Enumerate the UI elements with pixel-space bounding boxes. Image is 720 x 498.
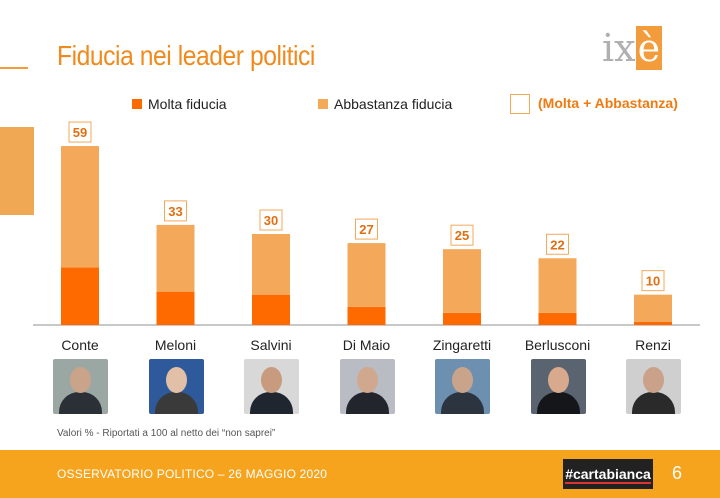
total-label-meloni: 33 [168, 204, 182, 219]
person-photo-icon [435, 359, 490, 414]
category-label-meloni: Meloni [154, 337, 197, 353]
total-label-renzi: 10 [646, 274, 660, 289]
bar-abbastanza-renzi [634, 294, 672, 322]
bar-abbastanza-conte [61, 146, 99, 268]
category-label-di-maio: Di Maio [342, 337, 391, 353]
category-label-conte: Conte [61, 337, 99, 353]
total-label-box-meloni [164, 200, 187, 222]
title-accent-line [0, 67, 28, 69]
total-label-conte: 59 [73, 125, 87, 140]
footnote: Valori % - Riportati a 100 al netto dei … [57, 428, 276, 439]
page-title: Fiducia nei leader politici [57, 40, 315, 71]
legend-totale: (Molta + Abbastanza) [510, 94, 678, 114]
category-label-zingaretti: Zingaretti [432, 337, 492, 353]
bar-molta-conte [61, 267, 99, 325]
bar-molta-meloni [156, 291, 195, 325]
photo-torso [345, 392, 389, 414]
bar-abbastanza-zingaretti [443, 249, 481, 313]
photo-head [452, 367, 473, 393]
bar-abbastanza-salvini [252, 234, 290, 295]
photo-torso [632, 392, 675, 414]
photo-torso [441, 392, 484, 414]
category-label-renzi: Renzi [635, 337, 671, 353]
total-label-box-zingaretti [450, 224, 474, 246]
total-label-berlusconi: 22 [550, 237, 564, 252]
bar-molta-renzi [634, 321, 672, 325]
photo-head [356, 367, 378, 393]
bar-molta-di-maio [347, 306, 386, 325]
total-label-box-renzi [641, 270, 665, 292]
person-photo-icon [53, 359, 108, 414]
total-label-di-maio: 27 [359, 222, 373, 237]
bar-molta-salvini [252, 294, 290, 325]
legend-label-totale: (Molta + Abbastanza) [538, 95, 678, 111]
person-photo-icon [148, 359, 204, 414]
legend-swatch-abbastanza [318, 99, 328, 109]
legend-swatch-totale [510, 94, 530, 114]
legend-label-abbastanza: Abbastanza fiducia [334, 96, 453, 112]
bar-molta-berlusconi [538, 312, 577, 325]
bar-abbastanza-di-maio [347, 243, 386, 307]
page-number: 6 [672, 463, 683, 483]
footer-text: OSSERVATORIO POLITICO – 26 MAGGIO 2020 [57, 467, 328, 481]
bar-molta-zingaretti [443, 312, 481, 325]
photo-torso [154, 392, 198, 414]
side-decoration [0, 127, 34, 215]
bar-chart: 59 33 30 27 25 22 10 [33, 121, 700, 326]
photo-head [547, 367, 569, 393]
bar-abbastanza-meloni [156, 224, 195, 292]
total-label-zingaretti: 25 [455, 228, 469, 243]
person-photo-icon [626, 359, 681, 414]
photo-torso [536, 392, 580, 414]
category-label-salvini: Salvini [250, 337, 292, 353]
photo-head [643, 367, 664, 393]
person-photo-icon [339, 359, 395, 414]
photo-head [165, 367, 187, 393]
photo-head [261, 367, 282, 393]
photo-torso [59, 392, 102, 414]
legend-molta: Molta fiducia [132, 96, 227, 112]
total-label-salvini: 30 [264, 213, 278, 228]
photo-torso [250, 392, 293, 414]
photo-head [70, 367, 91, 393]
total-label-box-berlusconi [546, 233, 569, 255]
total-label-box-conte [68, 121, 92, 143]
person-photo-icon [530, 359, 586, 414]
legend-label-molta: Molta fiducia [148, 96, 227, 112]
bar-abbastanza-berlusconi [538, 258, 577, 313]
legend-abbastanza: Abbastanza fiducia [318, 96, 452, 112]
legend-swatch-molta [132, 99, 142, 109]
total-label-box-di-maio [355, 218, 378, 240]
person-photo-icon [244, 359, 299, 414]
total-label-box-salvini [259, 209, 283, 231]
category-label-berlusconi: Berlusconi [524, 337, 591, 353]
brand-logo: ixè [602, 26, 663, 70]
brand-badge: #cartabianca [563, 459, 653, 489]
